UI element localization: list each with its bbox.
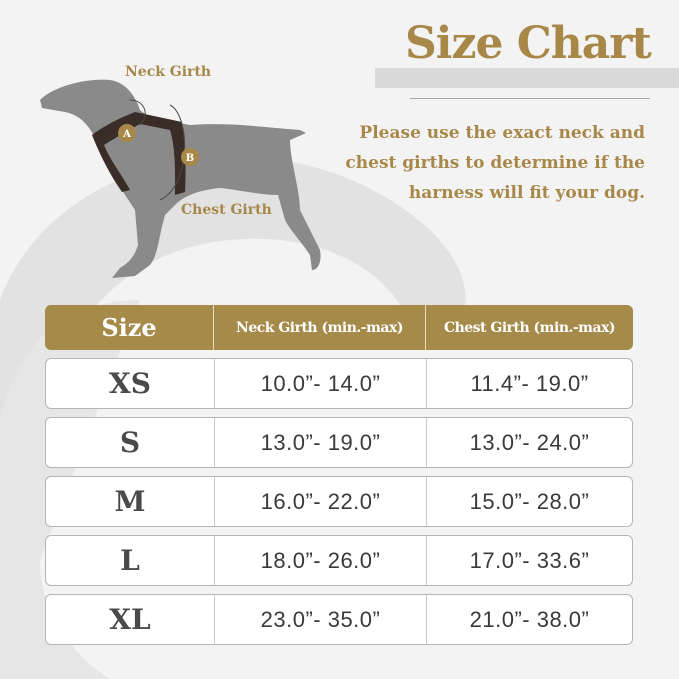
size-cell: XL (46, 595, 215, 644)
neck-cell: 23.0”- 35.0” (215, 595, 427, 644)
chest-cell: 13.0”- 24.0” (469, 429, 590, 455)
divider (410, 98, 650, 99)
chest-cell: 15.0”- 28.0” (469, 488, 590, 514)
chest-cell: 11.4”- 19.0” (470, 370, 589, 396)
size-cell: XS (46, 359, 215, 408)
size-cell: L (46, 536, 215, 585)
chest-girth-label: Chest Girth (181, 202, 272, 218)
description-line: harness will fit your dog. (408, 183, 645, 203)
table-header: Size Neck Girth (min.-max) Chest Girth (… (45, 305, 633, 350)
neck-cell: 16.0”- 22.0” (215, 477, 427, 526)
description-line: Please use the exact neck and (359, 123, 645, 143)
marker-a (118, 124, 136, 142)
neck-cell: 18.0”- 26.0” (215, 536, 427, 585)
size-cell: M (46, 477, 215, 526)
size-cell: S (46, 418, 215, 467)
size-table: Size Neck Girth (min.-max) Chest Girth (… (45, 305, 633, 645)
table-row: XL 23.0”- 35.0” 21.0”- 38.0” (45, 594, 633, 645)
header-size: Size (45, 305, 214, 350)
page-title: Size Chart (405, 18, 652, 69)
table-row: M 16.0”- 22.0” 15.0”- 28.0” (45, 476, 633, 527)
marker-b (181, 148, 199, 166)
description-line: chest girths to determine if the (345, 153, 645, 173)
title-bar (375, 68, 679, 88)
header-chest: Chest Girth (min.-max) (443, 319, 616, 336)
neck-cell: 10.0”- 14.0” (215, 359, 427, 408)
marker-a-label: A (122, 129, 131, 140)
chest-cell: 21.0”- 38.0” (469, 606, 590, 632)
chest-cell: 17.0”- 33.6” (469, 547, 590, 573)
marker-b-label: B (186, 153, 194, 164)
neck-cell: 13.0”- 19.0” (215, 418, 427, 467)
table-row: XS 10.0”- 14.0” 11.4”- 19.0” (45, 358, 633, 409)
neck-girth-label: Neck Girth (125, 64, 212, 80)
header-neck: Neck Girth (min.-max) (214, 305, 426, 350)
description: Please use the exact neck and chest girt… (325, 118, 645, 208)
harness (92, 112, 186, 195)
table-row: L 18.0”- 26.0” 17.0”- 33.6” (45, 535, 633, 586)
table-row: S 13.0”- 19.0” 13.0”- 24.0” (45, 417, 633, 468)
